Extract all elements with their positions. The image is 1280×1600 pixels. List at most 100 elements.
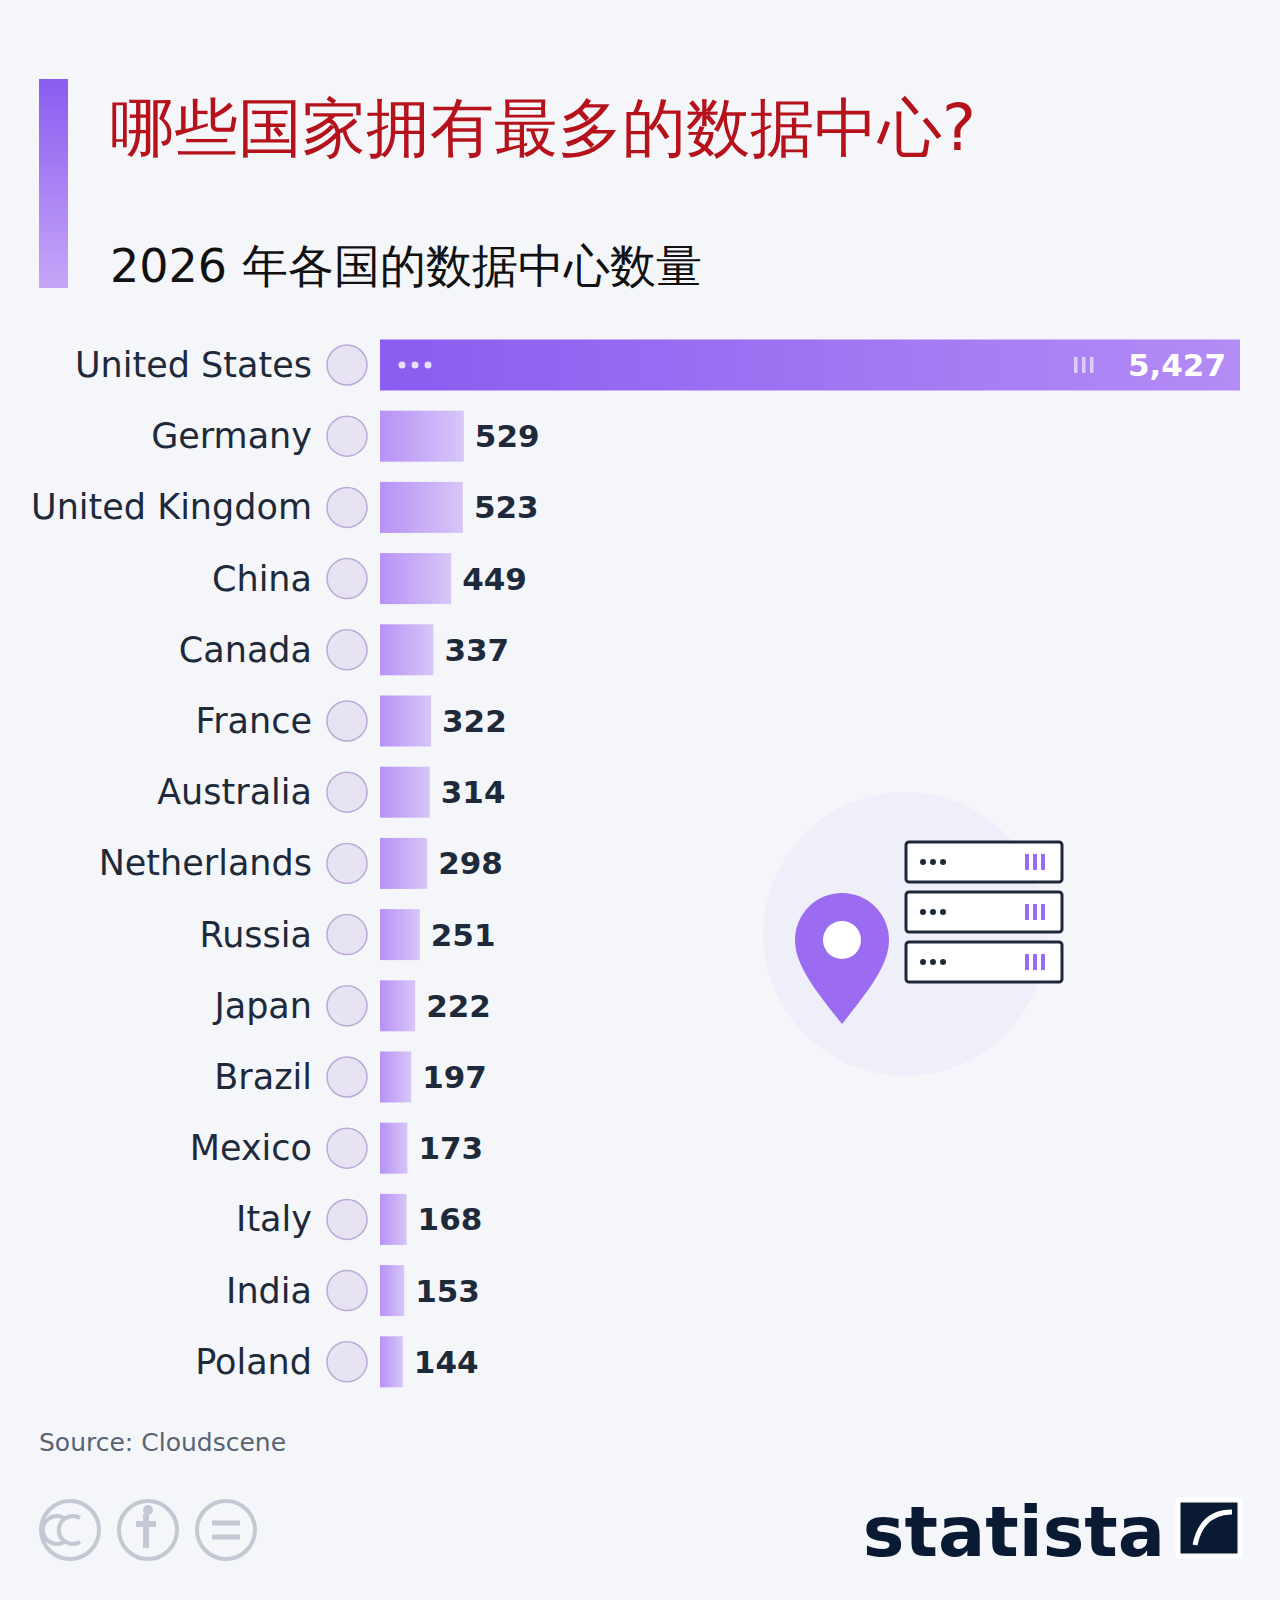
data-label: 144	[414, 1344, 479, 1380]
title: 哪些国家拥有最多的数据中心?	[110, 91, 976, 165]
server-icon	[906, 942, 1062, 982]
server-bar	[1041, 904, 1045, 920]
background	[0, 0, 1280, 1600]
bar	[380, 767, 430, 818]
bars	[380, 340, 1240, 1388]
flag-icon	[327, 1057, 367, 1097]
data-label: 222	[426, 988, 491, 1024]
category-label: Japan	[212, 986, 312, 1026]
server-bar	[1041, 954, 1045, 970]
category-label: Russia	[199, 915, 312, 955]
server-dot	[920, 859, 926, 865]
flag-icon	[327, 1128, 367, 1168]
flag-icon	[327, 701, 367, 741]
server-bar	[1033, 904, 1037, 920]
category-label: France	[196, 701, 312, 741]
server-dot	[920, 959, 926, 965]
category-label: Netherlands	[99, 843, 312, 883]
license-icon-glyph	[43, 1516, 80, 1544]
illustration	[763, 792, 1062, 1076]
bar	[380, 909, 420, 960]
category-label: Canada	[179, 630, 312, 670]
bar-decoration	[1090, 357, 1094, 373]
license-icon-glyph	[212, 1523, 240, 1537]
server-icon	[906, 892, 1062, 932]
server-dot	[940, 859, 946, 865]
pin-hole	[823, 921, 861, 959]
data-label: 168	[418, 1201, 483, 1237]
data-label: 173	[418, 1130, 483, 1166]
data-label: 197	[422, 1059, 487, 1095]
category-label: Brazil	[214, 1057, 312, 1097]
server-bar	[1025, 904, 1029, 920]
category-label: Germany	[151, 416, 312, 456]
data-label: 337	[444, 632, 509, 668]
bar	[380, 838, 427, 889]
brand-logo: statista	[863, 1491, 1165, 1573]
bar	[380, 1123, 407, 1174]
server-icon	[906, 842, 1062, 882]
bar-decoration	[1074, 357, 1078, 373]
data-label: 251	[431, 917, 496, 953]
category-label: Italy	[236, 1199, 312, 1239]
server-dot	[930, 959, 936, 965]
data-label: 298	[438, 845, 503, 881]
data-label: 322	[442, 703, 507, 739]
source: Source: Cloudscene	[39, 1428, 286, 1457]
bar	[380, 696, 431, 747]
data-label: 523	[474, 489, 539, 525]
data-label: 153	[415, 1273, 480, 1309]
data-label: 5,427	[1128, 347, 1226, 383]
data-label: 314	[441, 774, 506, 810]
bar	[380, 980, 415, 1031]
pin-icon	[795, 893, 889, 1024]
data-label: 529	[475, 418, 540, 454]
server-bar	[1025, 854, 1029, 870]
category-label: Australia	[157, 772, 312, 812]
bar	[380, 1052, 411, 1103]
chart-svg: 哪些国家拥有最多的数据中心? 2026 年各国的数据中心数量 United Stat…	[0, 0, 1280, 1600]
license-icon-glyph	[143, 1505, 153, 1515]
category-label: United States	[75, 345, 312, 385]
server-bar	[1033, 954, 1037, 970]
license-icon	[41, 1501, 99, 1559]
server-bar	[1025, 954, 1029, 970]
bar	[380, 1265, 404, 1316]
server-dot	[940, 909, 946, 915]
flag-icon	[327, 1342, 367, 1382]
server-dot	[940, 959, 946, 965]
brand-mark	[1178, 1500, 1240, 1556]
flag-icon	[327, 843, 367, 883]
bar-decoration	[1082, 357, 1086, 373]
bar	[380, 553, 451, 604]
bar	[380, 1194, 407, 1245]
flag-icon	[327, 630, 367, 670]
category-label: India	[226, 1271, 312, 1311]
flag-icon	[327, 1199, 367, 1239]
bar	[380, 1336, 403, 1387]
bar	[380, 340, 1240, 391]
bar-decoration	[399, 362, 406, 369]
category-label: China	[212, 559, 312, 599]
flag-icon	[327, 416, 367, 456]
data-label: 449	[462, 561, 527, 597]
server-dot	[920, 909, 926, 915]
bar	[380, 482, 463, 533]
subtitle: 2026 年各国的数据中心数量	[110, 239, 702, 293]
flag-icon	[327, 1271, 367, 1311]
bar	[380, 411, 464, 462]
category-label: United Kingdom	[31, 487, 312, 527]
accent-bar	[39, 79, 68, 288]
illustration-bg	[763, 792, 1047, 1076]
labels: United States 5,427 Germany 529 United Kingd…	[31, 345, 1226, 1382]
server-dot	[930, 859, 936, 865]
chart-root: 哪些国家拥有最多的数据中心? 2026 年各国的数据中心数量 United Stat…	[0, 0, 1280, 1600]
server-bar	[1041, 854, 1045, 870]
bar	[380, 624, 433, 675]
category-label: Mexico	[190, 1128, 312, 1168]
flag-icon	[327, 915, 367, 955]
flag-icon	[327, 487, 367, 527]
category-label: Poland	[195, 1342, 312, 1382]
flag-icon	[327, 986, 367, 1026]
server-bar	[1033, 854, 1037, 870]
